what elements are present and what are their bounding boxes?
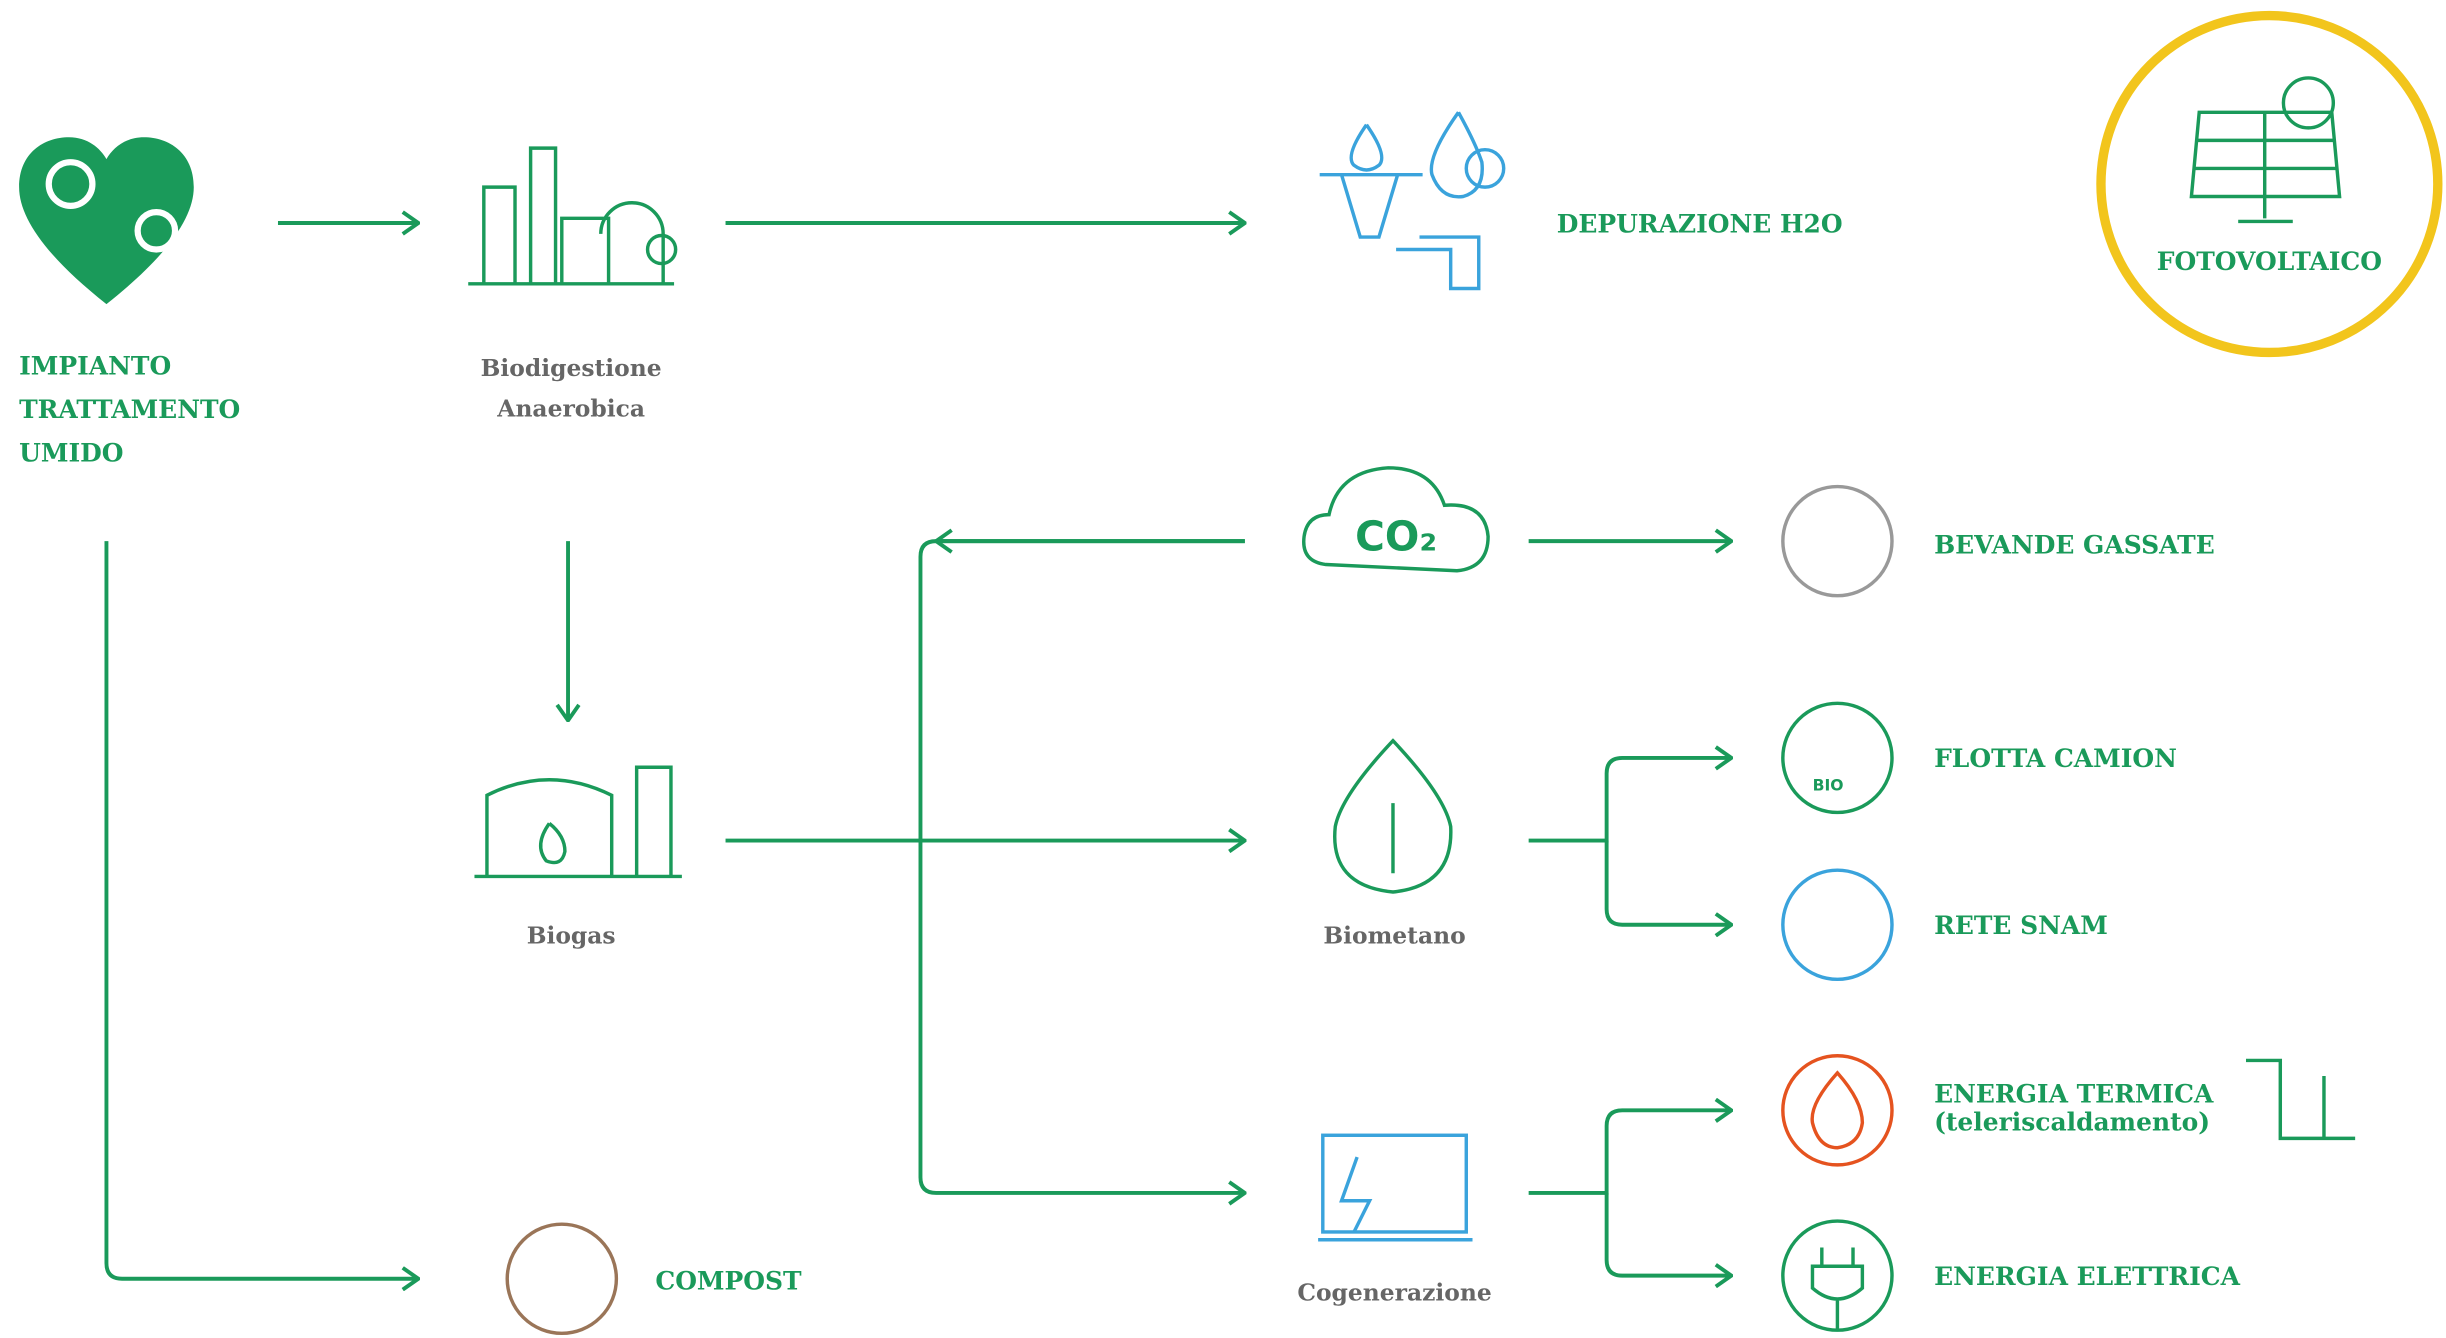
drink-icon xyxy=(1783,487,1892,596)
node-label: ENERGIA TERMICA xyxy=(1934,1080,2214,1109)
arrows xyxy=(106,223,1731,1279)
snam-icon xyxy=(1783,870,1892,979)
node-label: TRATTAMENTO xyxy=(19,395,240,424)
node-label: ENERGIA ELETTRICA xyxy=(1934,1262,2241,1291)
plug xyxy=(1812,1248,1862,1329)
arrow xyxy=(106,541,418,1279)
node-label: IMPIANTO xyxy=(19,351,171,380)
solar-icon xyxy=(2191,78,2339,221)
node-label: (teleriscaldamento) xyxy=(1934,1108,2210,1137)
solar-circle xyxy=(2101,16,2438,353)
node-label: Anaerobica xyxy=(496,394,645,422)
generator-icon xyxy=(1318,1135,1472,1239)
arrow xyxy=(1529,758,1732,841)
icon-text: CO₂ xyxy=(1355,512,1437,560)
truck-fuel-icon xyxy=(1783,703,1892,812)
pipe-icon xyxy=(2246,1060,2355,1138)
node-label: Biodigestione xyxy=(481,354,662,382)
node-label: Biogas xyxy=(527,921,616,949)
labels: IMPIANTO TRATTAMENTO UMIDO Biodigestione… xyxy=(19,209,2382,1306)
arrow xyxy=(1607,841,1732,925)
node-label: DEPURAZIONE H2O xyxy=(1557,209,1843,238)
icon-text: BIO xyxy=(1813,777,1844,795)
node-label: BEVANDE GASSATE xyxy=(1934,531,2215,560)
factory-icon xyxy=(468,148,675,284)
arrow xyxy=(1607,1193,1732,1276)
compost-icon xyxy=(507,1224,616,1333)
node-label: Cogenerazione xyxy=(1297,1279,1491,1307)
page: {"nodes":{ "impianto":{"lines":["IMPIANT… xyxy=(0,0,2446,1338)
diagram: IMPIANTO TRATTAMENTO UMIDO Biodigestione… xyxy=(0,0,2446,1338)
arrow xyxy=(1529,1110,1732,1193)
heart-icon xyxy=(19,137,194,304)
biogas-icon xyxy=(474,767,681,876)
node-label: COMPOST xyxy=(655,1267,802,1296)
node-label: RETE SNAM xyxy=(1934,911,2108,940)
water-icon xyxy=(1320,112,1504,288)
biomethane-icon xyxy=(1335,741,1451,892)
node-label: FOTOVOLTAICO xyxy=(2157,247,2382,276)
flame xyxy=(1812,1073,1862,1148)
node-label: FLOTTA CAMION xyxy=(1934,744,2177,773)
node-label: UMIDO xyxy=(19,439,123,468)
arrow xyxy=(920,541,1244,1193)
node-label: Biometano xyxy=(1323,921,1465,949)
